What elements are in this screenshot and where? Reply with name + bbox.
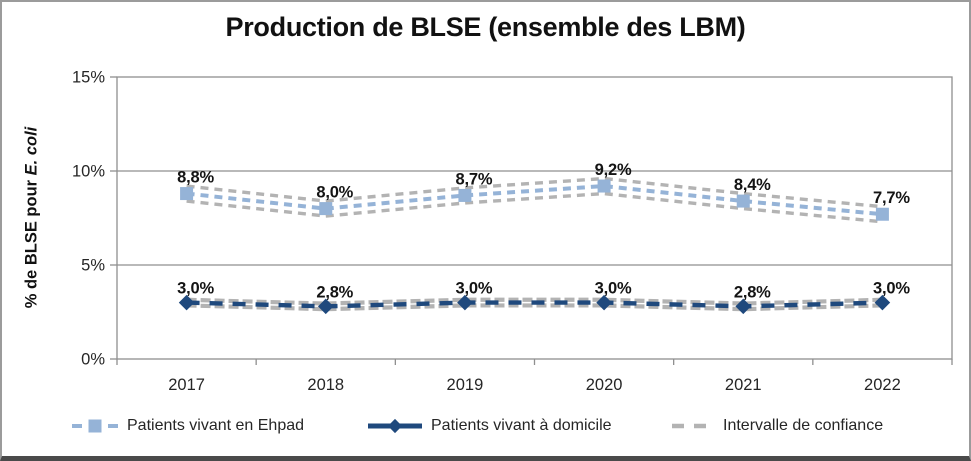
legend-label-domicile: Patients vivant à domicile [431,417,612,434]
svg-text:2,8%: 2,8% [316,283,353,301]
svg-text:2017: 2017 [168,376,205,394]
gridlines [116,76,953,360]
chart-title: Production de BLSE (ensemble des LBM) [225,12,746,42]
svg-text:3,0%: 3,0% [456,280,493,298]
svg-text:2,8%: 2,8% [734,283,771,301]
svg-text:3,0%: 3,0% [177,280,214,298]
y-axis-tick-labels: 0% 5% 10% 15% [72,69,105,369]
legend-label-ehpad: Patients vivant en Ehpad [127,417,305,434]
svg-text:3,0%: 3,0% [595,280,632,298]
legend-item-ehpad: Patients vivant en Ehpad [72,416,304,436]
svg-text:0%: 0% [81,351,105,369]
svg-text:2019: 2019 [447,376,484,394]
x-axis-tick-labels: 2017 2018 2019 2020 2021 2022 [168,376,901,394]
legend-item-confidence: Intervalle de confiance [672,416,883,436]
series-domicile-line [186,300,883,309]
svg-text:9,2%: 9,2% [595,161,632,179]
svg-text:8,4%: 8,4% [734,176,771,194]
svg-text:2020: 2020 [586,376,623,394]
legend-marker-ehpad-icon [72,419,118,433]
svg-text:2022: 2022 [864,376,901,394]
legend-label-confidence: Intervalle de confiance [723,417,884,434]
legend-item-domicile: Patients vivant à domicile [368,416,612,436]
ehpad-data-labels: 8,8% 8,0% 8,7% 9,2% 8,4% 7,7% [177,161,910,207]
svg-text:8,8%: 8,8% [177,169,214,187]
svg-text:8,7%: 8,7% [456,170,493,188]
legend-marker-domicile-icon [368,418,422,434]
confidence-interval-lines [186,176,883,312]
svg-text:15%: 15% [72,69,105,87]
svg-text:3,0%: 3,0% [873,280,910,298]
plot-border [116,76,953,360]
svg-text:2018: 2018 [307,376,344,394]
svg-text:10%: 10% [72,163,105,181]
series-ehpad-line [186,184,883,217]
series-ehpad-markers [180,179,889,221]
svg-text:8,0%: 8,0% [316,184,353,202]
svg-text:2021: 2021 [725,376,762,394]
svg-text:7,7%: 7,7% [873,189,910,207]
svg-text:5%: 5% [81,257,105,275]
legend-marker-confidence-icon [672,423,714,429]
domicile-data-labels: 3,0% 2,8% 3,0% 3,0% 2,8% 3,0% [177,280,910,302]
axis-tick-marks [110,76,953,365]
